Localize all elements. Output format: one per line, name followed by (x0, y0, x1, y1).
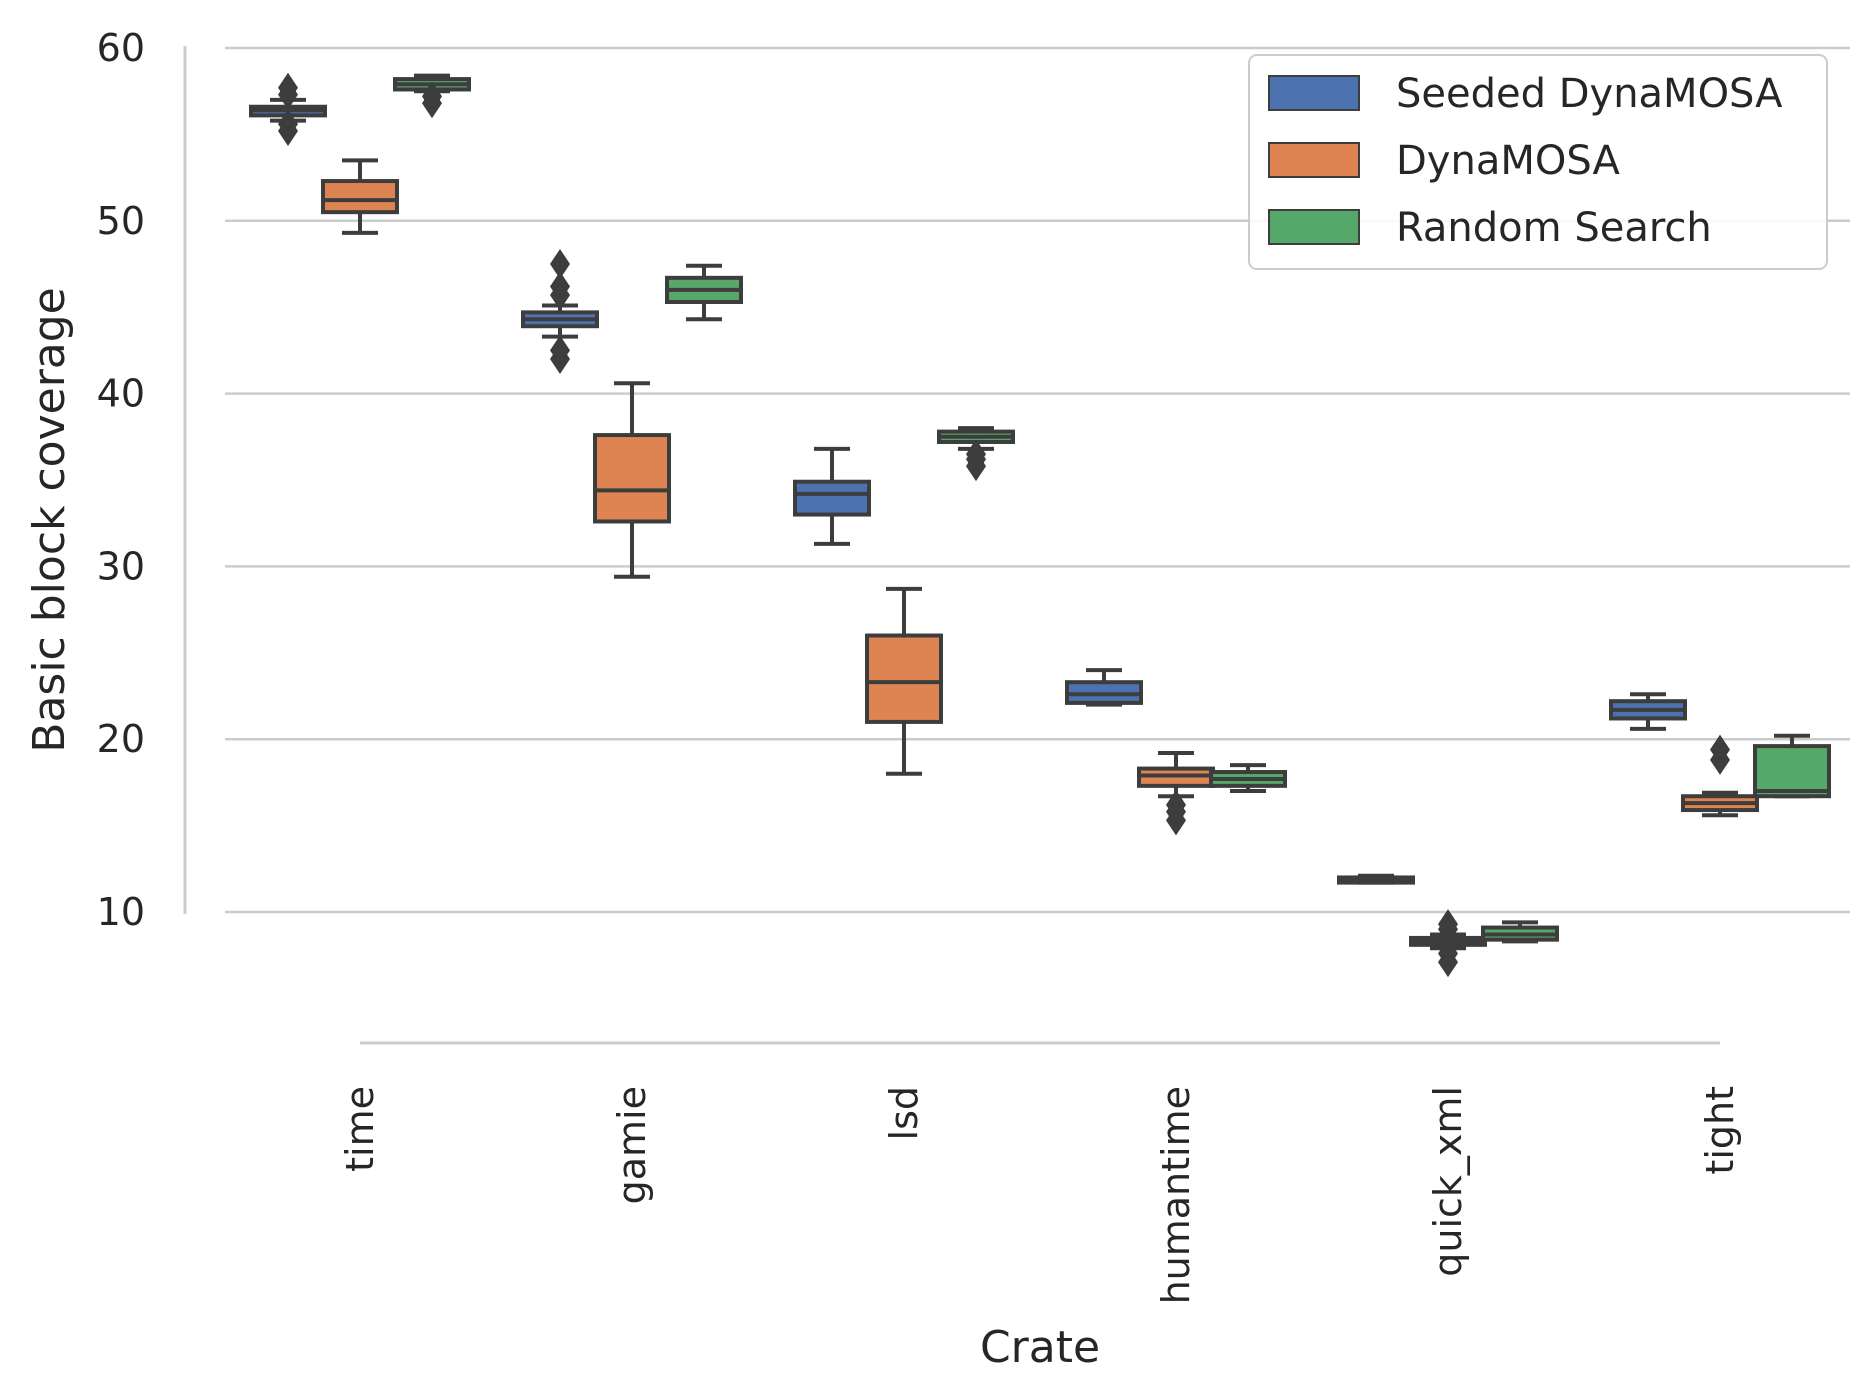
outlier-point (1166, 789, 1186, 820)
box-tight (1753, 733, 1831, 799)
box-humantime (1065, 668, 1143, 707)
box-quick_xml (1337, 873, 1415, 885)
x-tick-label: lsd (882, 1086, 926, 1140)
legend-label-random-search: Random Search (1396, 205, 1712, 251)
outlier-point (278, 72, 298, 103)
legend-swatch-dynamosa (1268, 142, 1360, 178)
outlier-point (966, 439, 986, 470)
legend-swatch-seeded-dynamosa (1268, 75, 1360, 111)
box-time (321, 158, 399, 235)
outlier-point (278, 109, 298, 140)
y-tick-label: 40 (97, 372, 145, 416)
y-tick-labels: 10 20 30 40 50 60 (97, 26, 145, 934)
legend-frame (1248, 54, 1828, 270)
box-plots (249, 72, 1831, 978)
box-quick_xml (1481, 920, 1559, 944)
box-tight (1681, 734, 1759, 818)
box-humantime (1137, 751, 1215, 836)
box-gamie (521, 249, 599, 375)
box-humantime (1209, 763, 1287, 794)
box-lsd (865, 586, 943, 776)
x-axis-title: Crate (980, 1322, 1100, 1373)
x-tick-label: time (338, 1086, 382, 1172)
box-time (249, 72, 327, 146)
series-seeded-dynamosa (249, 72, 1687, 885)
outlier-point (550, 335, 570, 366)
box-lsd (937, 426, 1015, 482)
box-quick_xml (1409, 909, 1487, 978)
box-lsd (793, 446, 871, 546)
outlier-point (1438, 909, 1458, 940)
y-tick-label: 50 (97, 199, 145, 243)
legend-swatch-random-search (1268, 209, 1360, 245)
box-tight (1609, 692, 1687, 731)
y-tick-label: 30 (97, 544, 145, 588)
box-gamie (665, 263, 743, 322)
x-tick-label: gamie (610, 1086, 654, 1204)
box-iqr (1753, 744, 1831, 799)
box-iqr (593, 433, 671, 524)
gridlines (225, 46, 1850, 914)
x-tick-label: quick_xml (1426, 1086, 1470, 1277)
legend-label-seeded-dynamosa: Seeded DynaMOSA (1396, 71, 1783, 117)
y-tick-label: 20 (97, 717, 145, 761)
box-iqr (793, 479, 871, 517)
series-dynamosa (321, 158, 1759, 978)
box-time (393, 73, 471, 119)
y-tick-label: 10 (97, 890, 145, 934)
legend-label-dynamosa: DynaMOSA (1396, 138, 1620, 184)
y-tick-label: 60 (97, 26, 145, 70)
y-axis-title: Basic block coverage (24, 287, 75, 752)
outlier-point (550, 249, 570, 279)
outlier-point (1710, 734, 1730, 765)
x-tick-labels: time gamie lsd humantime quick_xml tight (338, 1086, 1742, 1304)
outlier-point (1438, 938, 1458, 969)
box-iqr (321, 179, 399, 215)
legend: Seeded DynaMOSA DynaMOSA Random Search (1248, 54, 1828, 270)
x-tick-label: tight (1698, 1086, 1742, 1175)
outlier-point (422, 81, 442, 112)
outlier-point (550, 271, 570, 302)
x-tick-label: humantime (1154, 1086, 1198, 1304)
box-iqr (865, 633, 943, 724)
box-gamie (593, 381, 671, 579)
series-random-search (393, 73, 1831, 944)
